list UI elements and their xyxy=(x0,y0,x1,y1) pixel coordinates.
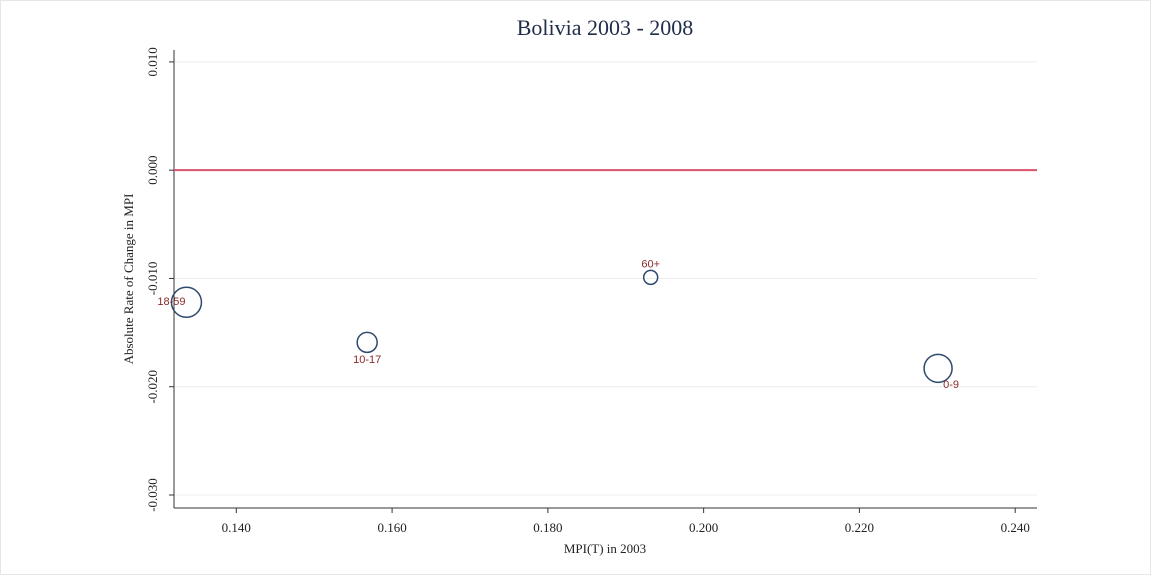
bubble xyxy=(356,331,378,354)
point-label: 18-59 xyxy=(157,296,185,308)
y-axis-label: Absolute Rate of Change in MPI xyxy=(121,194,136,365)
point-label: 0-9 xyxy=(943,379,959,391)
bubble xyxy=(642,269,659,286)
y-tick-label: 0.000 xyxy=(145,156,160,185)
bubble xyxy=(923,353,953,384)
x-tick-label: 0.160 xyxy=(377,520,406,535)
x-tick-label: 0.200 xyxy=(689,520,718,535)
x-axis-label: MPI(T) in 2003 xyxy=(564,541,646,556)
point-label: 60+ xyxy=(641,258,660,270)
y-tick-label: -0.010 xyxy=(145,262,160,296)
y-tick-label: -0.030 xyxy=(145,478,160,512)
x-tick-label: 0.240 xyxy=(1001,520,1030,535)
y-tick-label: 0.010 xyxy=(145,47,160,76)
x-tick-label: 0.140 xyxy=(222,520,251,535)
x-tick-label: 0.220 xyxy=(845,520,874,535)
chart-title: Bolivia 2003 - 2008 xyxy=(517,15,694,40)
bubble xyxy=(170,286,203,319)
x-tick-label: 0.180 xyxy=(533,520,562,535)
point-label: 10-17 xyxy=(353,354,381,366)
y-tick-label: -0.020 xyxy=(145,370,160,404)
